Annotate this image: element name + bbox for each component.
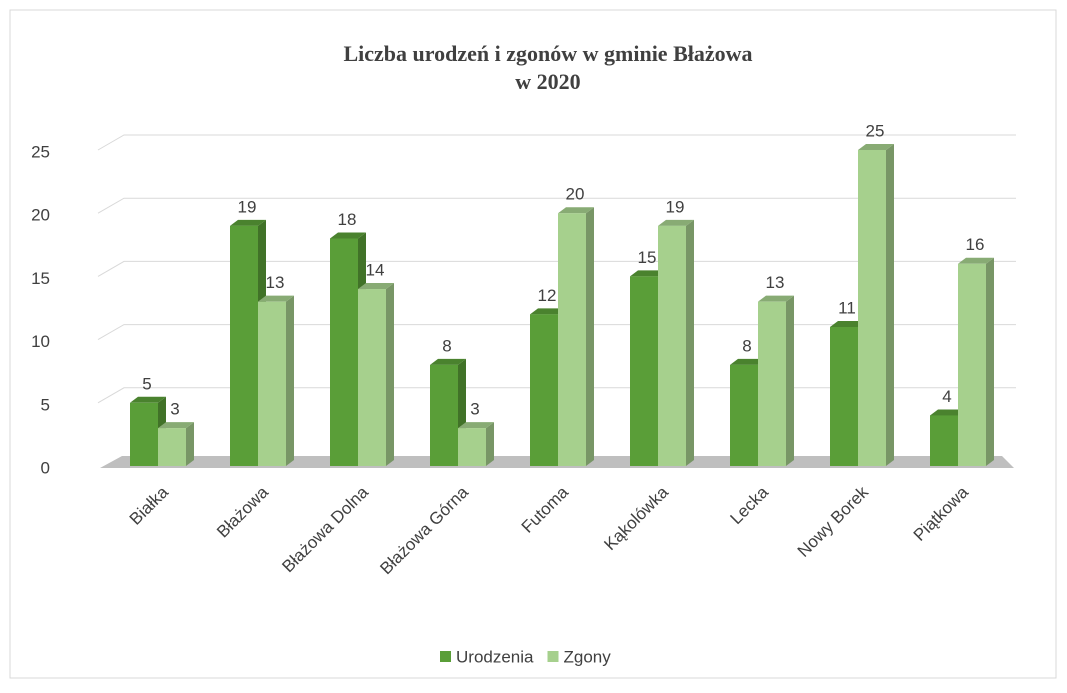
data-label: 13 <box>266 273 285 292</box>
bar-side <box>786 295 794 466</box>
data-label: 3 <box>470 400 479 419</box>
bar-side <box>686 219 694 466</box>
bar <box>258 301 286 466</box>
bar-top <box>458 422 494 429</box>
data-label: 18 <box>338 210 357 229</box>
data-label: 15 <box>638 248 657 267</box>
bar-side <box>886 144 894 466</box>
bar <box>558 213 586 466</box>
data-label: 3 <box>170 400 179 419</box>
grid-line <box>97 134 1016 151</box>
bar <box>230 225 258 466</box>
y-tick-label: 15 <box>31 269 50 288</box>
grid-line <box>97 324 1016 341</box>
bar <box>858 150 886 466</box>
grid-line <box>97 260 1016 277</box>
legend-swatch <box>440 651 451 662</box>
bar-side <box>586 207 594 466</box>
data-label: 14 <box>366 261 385 280</box>
bar-top <box>958 257 994 264</box>
data-label: 25 <box>866 121 885 140</box>
bar <box>658 225 686 466</box>
bar-top <box>358 283 394 290</box>
bar <box>958 263 986 466</box>
bar-top <box>858 144 894 150</box>
bar-top <box>530 308 566 315</box>
y-tick-label: 25 <box>31 142 50 161</box>
bar-top <box>430 358 466 365</box>
bar-side <box>486 422 494 466</box>
grid-line <box>97 387 1016 404</box>
bar <box>730 364 758 466</box>
legend-swatch <box>547 651 559 662</box>
bar-top <box>758 295 794 302</box>
grid-line <box>97 197 1016 214</box>
chart-title: Liczba urodzeń i zgonów w gminie Błażowa <box>343 41 752 66</box>
data-label: 11 <box>838 298 856 317</box>
bar <box>830 326 858 466</box>
bar <box>630 276 658 466</box>
bar-top <box>558 207 594 214</box>
bar-top <box>158 422 194 429</box>
bar <box>430 364 458 466</box>
bar-top <box>658 219 694 226</box>
bar-side <box>186 422 194 466</box>
bar <box>758 301 786 466</box>
bar-top <box>630 270 666 277</box>
bar-top <box>230 219 266 226</box>
bar-top <box>258 295 294 302</box>
bar <box>930 415 958 466</box>
data-label: 16 <box>966 235 985 254</box>
y-tick-label: 20 <box>31 206 50 225</box>
legend-label: Zgony <box>564 647 612 666</box>
legend-label: Urodzenia <box>456 647 534 666</box>
bar-top <box>730 358 766 365</box>
bar <box>330 238 358 466</box>
data-label: 20 <box>566 185 585 204</box>
data-label: 13 <box>766 273 785 292</box>
bar <box>158 428 186 466</box>
data-label: 4 <box>942 387 951 406</box>
y-tick-label: 5 <box>41 395 50 414</box>
bar-side <box>986 257 994 466</box>
data-label: 12 <box>538 286 557 305</box>
bar-side <box>286 295 294 466</box>
bar <box>530 314 558 466</box>
bar <box>130 402 158 466</box>
bar-top <box>930 409 966 416</box>
chart-title: w 2020 <box>515 69 580 94</box>
data-label: 5 <box>142 374 151 393</box>
bar-top <box>330 232 366 239</box>
y-tick-label: 0 <box>41 458 50 477</box>
data-label: 19 <box>238 197 257 216</box>
data-label: 8 <box>442 336 451 355</box>
data-label: 19 <box>666 197 685 216</box>
bar-top <box>830 320 866 327</box>
bar <box>458 428 486 466</box>
y-tick-label: 10 <box>31 332 50 351</box>
bar-top <box>130 396 166 403</box>
data-label: 8 <box>742 336 751 355</box>
bar <box>358 289 386 466</box>
bar-side <box>386 283 394 466</box>
